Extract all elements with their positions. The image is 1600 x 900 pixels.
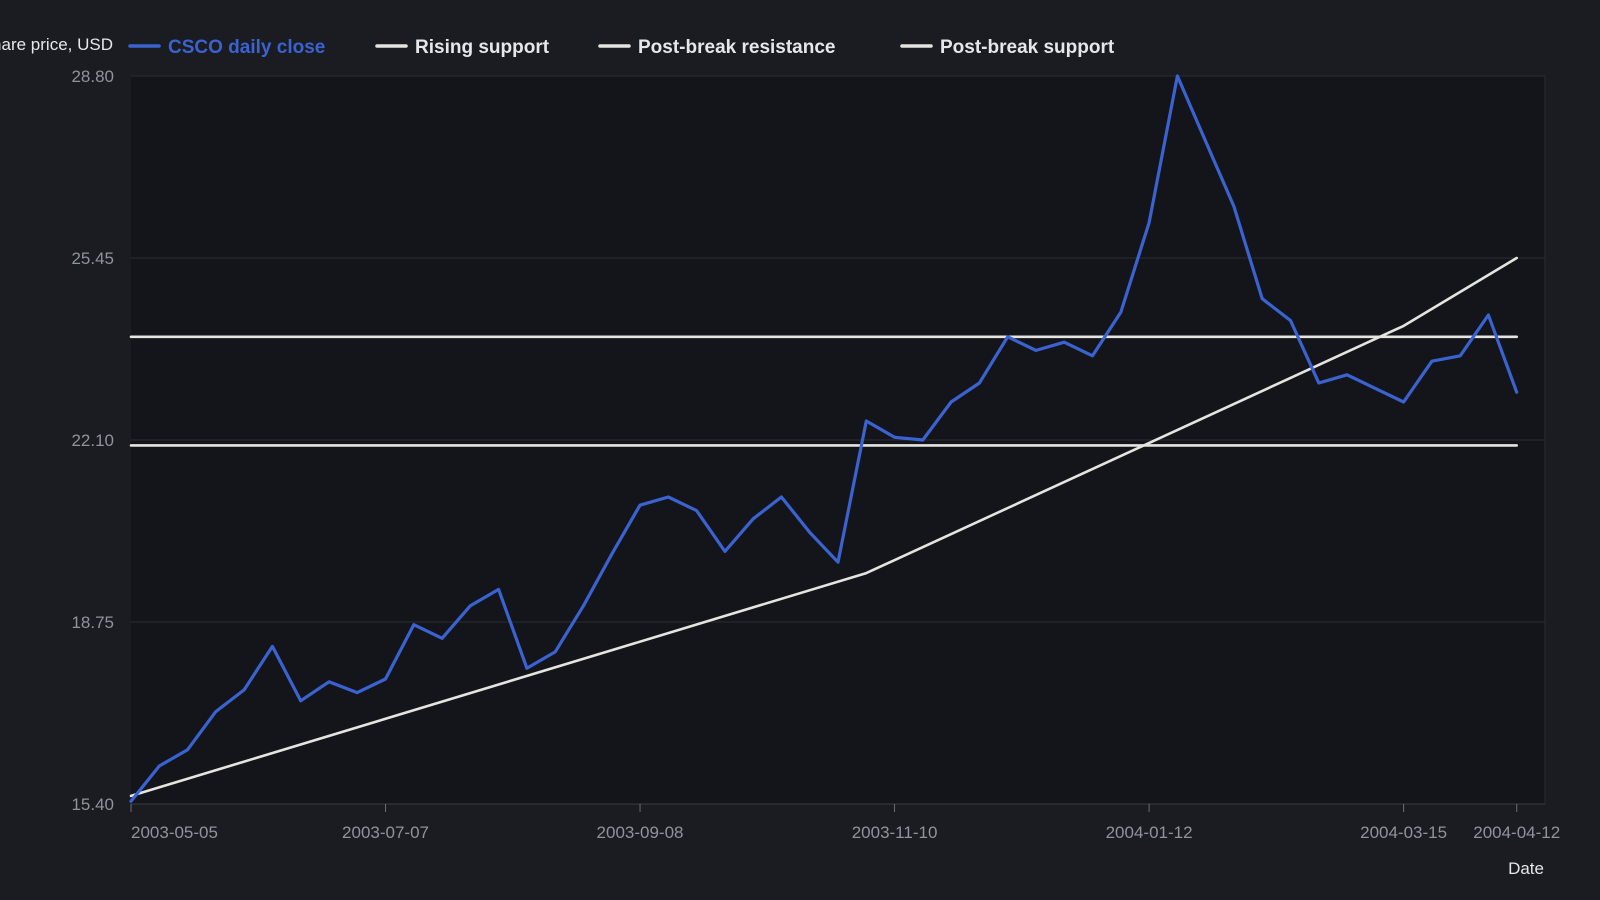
legend-label-csco-daily-close: CSCO daily close bbox=[168, 37, 325, 58]
series-lines bbox=[129, 74, 1519, 803]
y-tick-label: 28.80 bbox=[71, 67, 114, 86]
legend-label-rising-support: Rising support bbox=[415, 37, 550, 58]
legend-label-post-break-resistance: Post-break resistance bbox=[638, 37, 836, 58]
x-tick-label: 2003-09-08 bbox=[597, 823, 684, 842]
x-tick-label: 2004-04-12 bbox=[1473, 823, 1560, 842]
x-tick-label: 2003-07-07 bbox=[342, 823, 429, 842]
y-tick-label: 18.75 bbox=[71, 613, 114, 632]
series-line-rising-support bbox=[129, 256, 1518, 798]
x-tick-label: 2004-01-12 bbox=[1106, 823, 1193, 842]
axis-ticks: 15.40 18.75 22.10 25.45 28.80 2003-05-05 2003-… bbox=[71, 67, 1560, 842]
y-tick-label: 15.40 bbox=[71, 795, 114, 814]
legend: CSCO daily close Rising support Post-break… bbox=[128, 37, 1115, 58]
legend-label-post-break-support: Post-break support bbox=[940, 37, 1115, 58]
x-tick-label: 2004-03-15 bbox=[1360, 823, 1447, 842]
x-tick-label: 2003-05-05 bbox=[131, 823, 218, 842]
y-axis-title: Share price, USD bbox=[0, 35, 113, 54]
y-tick-label: 25.45 bbox=[71, 249, 114, 268]
x-axis-title: Date bbox=[1508, 859, 1544, 878]
y-tick-label: 22.10 bbox=[71, 431, 114, 450]
x-tick-label: 2003-11-10 bbox=[852, 823, 938, 842]
series-line-csco-daily-close bbox=[129, 74, 1519, 803]
